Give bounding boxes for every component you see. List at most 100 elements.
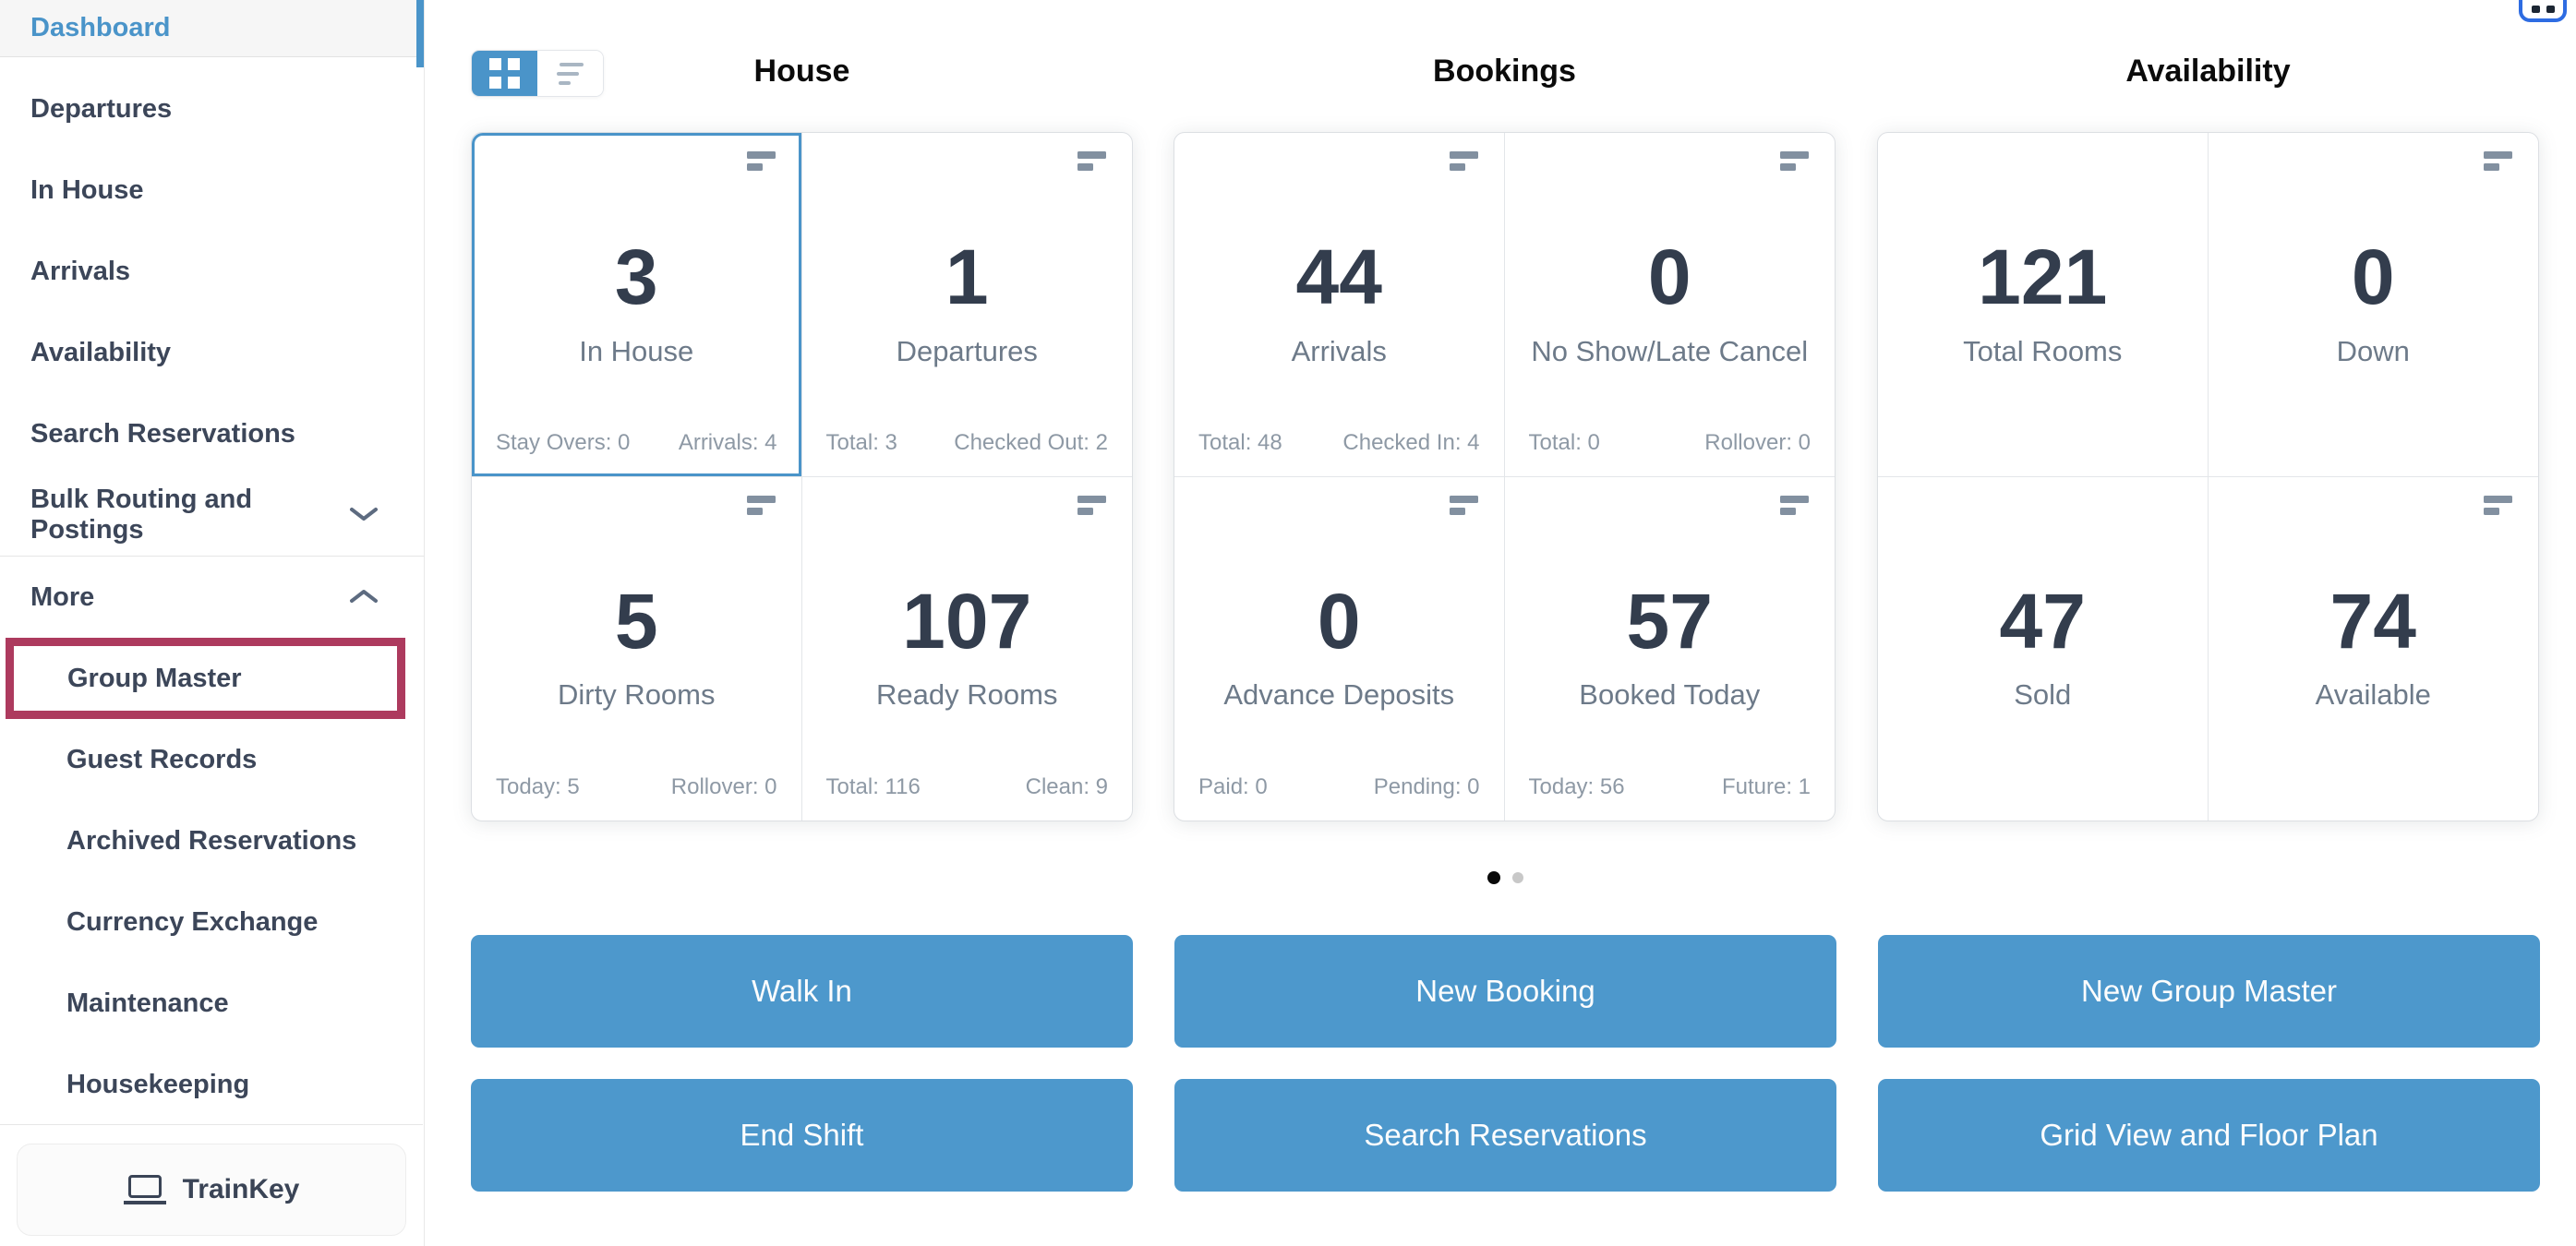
sidebar-item-label: Archived Reservations <box>66 825 357 856</box>
stat-card-in-house[interactable]: 3 In House Stay Overs: 0 Arrivals: 4 <box>472 133 802 477</box>
badge-glyph <box>2531 6 2540 13</box>
stat-label: Total Rooms <box>1963 334 2123 367</box>
menu-bars-icon[interactable] <box>1449 151 1478 171</box>
end-shift-button[interactable]: End Shift <box>471 1079 1133 1192</box>
grid-view-floor-plan-button[interactable]: Grid View and Floor Plan <box>1878 1079 2540 1192</box>
sidebar-item-label: Search Reservations <box>30 418 295 449</box>
stat-card-sold[interactable]: 47 Sold <box>1878 476 2209 821</box>
stat-footer-right: Future: 1 <box>1721 774 1811 799</box>
sidebar-item-archived-reservations[interactable]: Archived Reservations <box>0 800 424 881</box>
stat-footer-left: Today: 56 <box>1528 774 1625 799</box>
menu-bars-icon[interactable] <box>746 151 776 171</box>
search-reservations-button[interactable]: Search Reservations <box>1174 1079 1836 1192</box>
stat-footer-left: Stay Overs: 0 <box>496 429 631 455</box>
menu-bars-icon[interactable] <box>1077 151 1106 171</box>
sidebar-scrollbar[interactable] <box>416 0 424 67</box>
stat-card-booked-today[interactable]: 57 Booked Today Today: 56 Future: 1 <box>1505 477 1836 821</box>
stat-card-available[interactable]: 74 Available <box>2209 477 2539 821</box>
stat-label: No Show/Late Cancel <box>1531 334 1809 367</box>
sidebar-item-departures[interactable]: Departures <box>0 68 424 150</box>
menu-bars-icon[interactable] <box>1449 495 1478 515</box>
menu-bars-icon[interactable] <box>1780 495 1809 515</box>
laptop-icon <box>123 1175 166 1204</box>
list-view-button[interactable] <box>537 51 603 96</box>
stat-card-arrivals[interactable]: 44 Arrivals Total: 48 Checked In: 4 <box>1174 133 1505 477</box>
stat-footer-right: Arrivals: 4 <box>678 429 777 455</box>
list-view-icon <box>557 62 584 85</box>
sidebar-item-label: Currency Exchange <box>66 906 319 937</box>
stat-footer-right: Pending: 0 <box>1373 774 1480 799</box>
stat-label: Sold <box>2014 678 2072 712</box>
sidebar-item-label: In House <box>30 174 144 205</box>
sidebar-item-label: Availability <box>30 337 172 367</box>
badge-glyph <box>2546 6 2555 13</box>
section-title-house: House <box>753 54 850 89</box>
stat-label: Departures <box>896 334 1038 367</box>
menu-bars-icon[interactable] <box>2484 151 2512 171</box>
sidebar-item-label: Departures <box>30 93 173 124</box>
section-bookings: 44 Arrivals Total: 48 Checked In: 4 0 No… <box>1174 132 1836 821</box>
sidebar-item-housekeeping[interactable]: Housekeeping <box>0 1044 424 1125</box>
new-group-master-button[interactable]: New Group Master <box>1878 935 2540 1048</box>
page-dot[interactable] <box>1512 872 1523 883</box>
stat-footer-left: Today: 5 <box>496 774 580 799</box>
sidebar-item-label: Bulk Routing and Postings <box>30 485 253 545</box>
stat-value: 57 <box>1626 577 1713 665</box>
sidebar-item-bulk-routing[interactable]: Bulk Routing and Postings <box>0 474 424 556</box>
new-booking-button[interactable]: New Booking <box>1174 935 1836 1048</box>
sidebar-item-group-master[interactable]: Group Master <box>67 663 242 693</box>
walk-in-button[interactable]: Walk In <box>471 935 1133 1048</box>
stat-value: 3 <box>614 234 658 320</box>
section-title-bookings: Bookings <box>1433 54 1576 89</box>
stat-card-ready-rooms[interactable]: 107 Ready Rooms Total: 116 Clean: 9 <box>802 477 1133 821</box>
stat-footer-right: Checked Out: 2 <box>954 429 1108 455</box>
section-availability: 121 Total Rooms 0 Down 47 Sold 74 Availa… <box>1877 132 2539 821</box>
menu-bars-icon[interactable] <box>1077 495 1106 515</box>
sidebar-item-guest-records[interactable]: Guest Records <box>0 719 424 800</box>
corner-badge-icon[interactable] <box>2519 0 2567 22</box>
sidebar-item-arrivals[interactable]: Arrivals <box>0 231 424 312</box>
stat-label: Ready Rooms <box>876 678 1058 712</box>
stat-label: Advance Deposits <box>1223 678 1455 712</box>
menu-bars-icon[interactable] <box>746 495 776 515</box>
sidebar-item-more[interactable]: More <box>0 557 424 638</box>
stat-value: 0 <box>2351 234 2395 320</box>
stat-card-down[interactable]: 0 Down <box>2208 133 2538 477</box>
stat-value: 74 <box>2329 577 2416 665</box>
stat-value: 47 <box>1999 577 2086 665</box>
section-house: 3 In House Stay Overs: 0 Arrivals: 4 1 D… <box>471 132 1133 821</box>
menu-bars-icon[interactable] <box>2484 495 2512 515</box>
stat-card-advance-deposits[interactable]: 0 Advance Deposits Paid: 0 Pending: 0 <box>1174 476 1505 821</box>
stat-footer-left: Total: 116 <box>825 774 921 799</box>
stat-footer-left: Total: 0 <box>1528 429 1600 455</box>
sidebar-item-availability[interactable]: Availability <box>0 312 424 393</box>
sidebar-item-label: More <box>30 581 95 612</box>
sidebar-item-maintenance[interactable]: Maintenance <box>0 963 424 1044</box>
grid-view-button[interactable] <box>472 51 537 96</box>
trainkey-label: TrainKey <box>182 1174 300 1204</box>
sidebar-divider <box>0 556 424 557</box>
trainkey-button[interactable]: TrainKey <box>17 1144 406 1236</box>
stat-card-departures[interactable]: 1 Departures Total: 3 Checked Out: 2 <box>801 133 1132 477</box>
sidebar-item-search-reservations[interactable]: Search Reservations <box>0 393 424 474</box>
sidebar-item-label: Dashboard <box>30 13 171 42</box>
stat-value: 0 <box>1647 234 1691 320</box>
stat-card-dirty-rooms[interactable]: 5 Dirty Rooms Today: 5 Rollover: 0 <box>472 476 802 821</box>
sidebar-item-in-house[interactable]: In House <box>0 150 424 231</box>
stat-label: Available <box>2315 678 2431 712</box>
stat-label: Arrivals <box>1291 334 1387 367</box>
stat-label: Down <box>2336 334 2410 367</box>
sidebar-item-currency-exchange[interactable]: Currency Exchange <box>0 881 424 963</box>
sidebar-item-dashboard[interactable]: Dashboard <box>0 0 424 57</box>
sidebar: Dashboard Departures In House Arrivals A… <box>0 0 425 1246</box>
stat-label: Dirty Rooms <box>557 678 716 712</box>
stat-footer-right: Clean: 9 <box>1025 774 1108 799</box>
menu-bars-icon[interactable] <box>1780 151 1809 171</box>
stat-footer-right: Rollover: 0 <box>670 774 777 799</box>
stat-card-no-show[interactable]: 0 No Show/Late Cancel Total: 0 Rollover:… <box>1504 133 1835 477</box>
highlight-box-group-master: Group Master <box>6 638 405 719</box>
page-dot-active[interactable] <box>1487 871 1500 884</box>
section-title-availability: Availability <box>2125 54 2291 89</box>
stat-card-total-rooms[interactable]: 121 Total Rooms <box>1878 133 2209 477</box>
stat-footer-right: Checked In: 4 <box>1342 429 1480 455</box>
